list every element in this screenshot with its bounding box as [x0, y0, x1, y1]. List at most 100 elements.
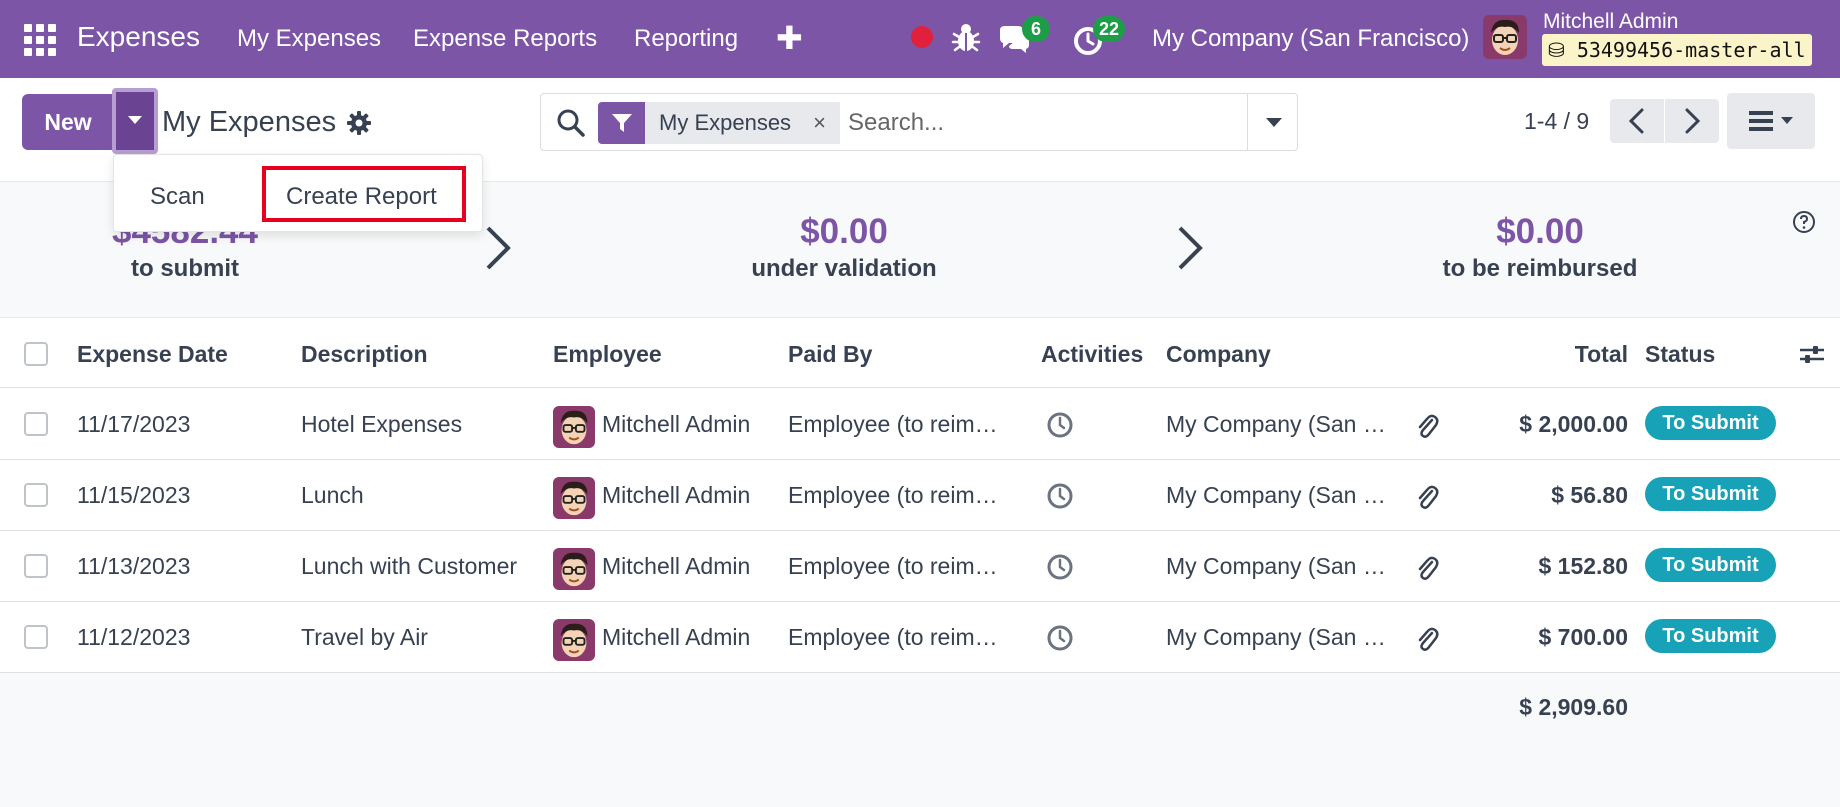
summary-label: to submit	[131, 255, 239, 282]
facet-remove-button[interactable]: ×	[813, 110, 826, 135]
status-badge: To Submit	[1645, 548, 1776, 582]
summary-label: under validation	[751, 255, 937, 282]
help-icon[interactable]	[1792, 210, 1816, 234]
cell-employee: Mitchell Admin	[602, 553, 751, 579]
scan-menu-item[interactable]: Scan	[150, 183, 205, 210]
cell-description: Hotel Expenses	[301, 411, 463, 437]
search-bar: My Expenses ×	[540, 93, 1298, 151]
cell-employee: Mitchell Admin	[602, 624, 751, 650]
pager-previous-button[interactable]	[1610, 99, 1664, 143]
select-all-checkbox[interactable]	[24, 342, 48, 366]
cell-total: $ 2,000.00	[1519, 411, 1628, 437]
record-dot-icon[interactable]	[911, 26, 933, 48]
company-switcher[interactable]: My Company (San Francisco)	[1152, 25, 1470, 52]
search-options-toggle[interactable]	[1247, 94, 1297, 150]
column-total[interactable]: Total	[1574, 341, 1628, 367]
top-navbar: Expenses My Expenses Expense Reports Rep…	[0, 0, 1840, 78]
cell-employee: Mitchell Admin	[602, 482, 751, 508]
cell-description: Lunch	[301, 482, 364, 508]
summary-amount: $0.00	[1496, 212, 1584, 251]
cell-paid-by: Employee (to reim…	[788, 553, 998, 579]
status-badge: To Submit	[1645, 477, 1776, 511]
search-facet: My Expenses ×	[598, 102, 840, 144]
activities-count-badge: 22	[1093, 16, 1126, 42]
status-badge: To Submit	[1645, 619, 1776, 653]
row-checkbox[interactable]	[24, 483, 48, 507]
column-company[interactable]: Company	[1166, 341, 1271, 367]
paperclip-icon[interactable]	[1414, 624, 1440, 654]
summary-under-validation[interactable]: $0.00 under validation	[734, 212, 954, 284]
search-input[interactable]	[848, 102, 1228, 144]
table-row[interactable]: 11/13/2023 Lunch with Customer Mitchell …	[0, 531, 1840, 602]
cell-description: Lunch with Customer	[301, 553, 518, 579]
cell-company: My Company (San …	[1166, 482, 1386, 508]
search-icon[interactable]	[556, 108, 586, 138]
bug-icon[interactable]	[948, 20, 984, 56]
column-description[interactable]: Description	[301, 341, 428, 367]
menu-reporting[interactable]: Reporting	[634, 25, 739, 52]
column-status[interactable]: Status	[1645, 341, 1716, 367]
create-report-highlight	[262, 166, 466, 222]
clock-activity-icon[interactable]	[1045, 552, 1075, 582]
optional-columns-icon[interactable]	[1798, 340, 1826, 368]
new-button[interactable]: New	[22, 94, 114, 150]
summary-to-be-reimbursed[interactable]: $0.00 to be reimbursed	[1430, 212, 1650, 284]
paperclip-icon[interactable]	[1414, 553, 1440, 583]
employee-avatar	[553, 548, 595, 590]
apps-grid-icon[interactable]	[24, 24, 56, 56]
database-name: 53499456-master-all	[1576, 38, 1806, 62]
cell-paid-by: Employee (to reim…	[788, 411, 998, 437]
employee-avatar	[553, 406, 595, 448]
status-badge: To Submit	[1645, 406, 1776, 440]
row-checkbox[interactable]	[24, 625, 48, 649]
user-name[interactable]: Mitchell Admin	[1543, 10, 1679, 33]
table-header: Expense Date Description Employee Paid B…	[0, 320, 1840, 388]
table-row[interactable]: 11/17/2023 Hotel Expenses Mitchell Admin…	[0, 389, 1840, 460]
column-expense-date[interactable]: Expense Date	[77, 341, 228, 367]
column-paid-by[interactable]: Paid By	[788, 341, 873, 367]
view-switcher-button[interactable]	[1727, 93, 1815, 149]
clock-activity-icon[interactable]	[1045, 481, 1075, 511]
cell-company: My Company (San …	[1166, 624, 1386, 650]
facet-label: My Expenses	[659, 110, 792, 135]
create-report-menu-item[interactable]: Create Report	[286, 183, 437, 210]
table-footer: $ 2,909.60	[0, 673, 1840, 807]
pager-next-button[interactable]	[1665, 99, 1719, 143]
paperclip-icon[interactable]	[1414, 482, 1440, 512]
menu-expense-reports[interactable]: Expense Reports	[413, 25, 598, 52]
column-activities[interactable]: Activities	[1041, 341, 1144, 367]
database-badge: ⛁ 53499456-master-all	[1542, 34, 1812, 66]
pager-value[interactable]: 1-4 / 9	[1524, 108, 1590, 134]
paperclip-icon[interactable]	[1414, 411, 1440, 441]
cell-expense-date: 11/15/2023	[77, 482, 191, 508]
cell-paid-by: Employee (to reim…	[788, 482, 998, 508]
chevron-right-icon	[1178, 226, 1203, 270]
user-avatar[interactable]	[1483, 15, 1527, 59]
cell-description: Travel by Air	[301, 624, 428, 650]
plus-icon[interactable]: ✚	[776, 20, 803, 56]
chevron-left-icon	[1628, 108, 1644, 134]
cell-expense-date: 11/17/2023	[77, 411, 191, 437]
gear-icon[interactable]	[346, 110, 372, 136]
clock-activity-icon[interactable]	[1045, 623, 1075, 653]
summary-amount: $0.00	[800, 212, 888, 251]
chevron-right-icon	[1685, 108, 1701, 134]
cell-total: $ 152.80	[1538, 553, 1628, 579]
column-employee[interactable]: Employee	[553, 341, 662, 367]
cell-company: My Company (San …	[1166, 411, 1386, 437]
cell-employee: Mitchell Admin	[602, 411, 751, 437]
clock-activity-icon[interactable]	[1045, 410, 1075, 440]
messages-count-badge: 6	[1022, 16, 1050, 42]
row-checkbox[interactable]	[24, 412, 48, 436]
app-brand[interactable]: Expenses	[77, 21, 200, 52]
row-checkbox[interactable]	[24, 554, 48, 578]
menu-my-expenses[interactable]: My Expenses	[237, 25, 382, 52]
cell-total: $ 56.80	[1551, 482, 1628, 508]
chevron-right-icon	[486, 226, 511, 270]
table-row[interactable]: 11/12/2023 Travel by Air Mitchell Admin …	[0, 602, 1840, 673]
new-dropdown-toggle[interactable]	[112, 88, 158, 154]
table-row[interactable]: 11/15/2023 Lunch Mitchell Admin Employee…	[0, 460, 1840, 531]
chat-icon[interactable]	[996, 22, 1032, 58]
employee-avatar	[553, 477, 595, 519]
summary-label: to be reimbursed	[1442, 255, 1638, 282]
